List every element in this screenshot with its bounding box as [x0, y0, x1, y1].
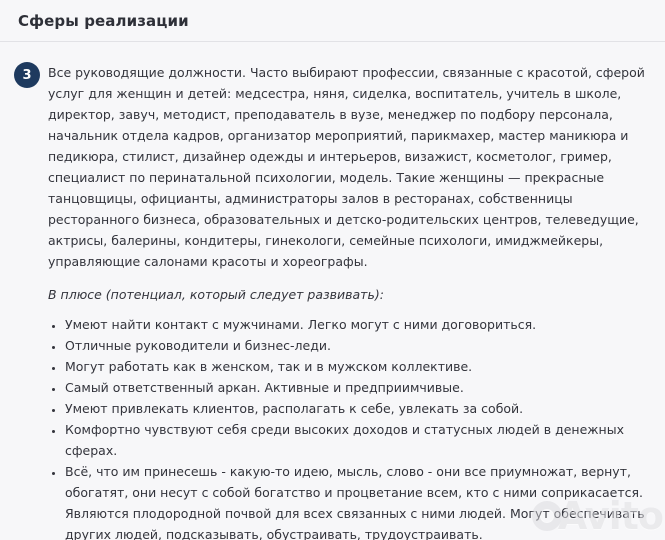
section-subheading: В плюсе (потенциал, который следует разв…: [48, 287, 384, 302]
list-item: Отличные руководители и бизнес-леди.: [65, 335, 649, 356]
list-item: Могут работать как в женском, так и в му…: [65, 356, 649, 377]
bullet-list: Умеют найти контакт с мужчинами. Легко м…: [48, 314, 649, 540]
list-item: Самый ответственный аркан. Активные и пр…: [65, 377, 649, 398]
section-paragraph: Все руководящие должности. Часто выбираю…: [48, 65, 645, 269]
list-item: Умеют привлекать клиентов, располагать к…: [65, 398, 649, 419]
list-item: Комфортно чувствуют себя среди высоких д…: [65, 419, 649, 461]
number-badge: 3: [14, 62, 40, 88]
section-header: Сферы реализации: [0, 0, 665, 42]
content-area: 3 Все руководящие должности. Часто выбир…: [0, 42, 665, 540]
page-title: Сферы реализации: [18, 11, 189, 30]
section-body: Все руководящие должности. Часто выбираю…: [48, 62, 649, 540]
list-item: Умеют найти контакт с мужчинами. Легко м…: [65, 314, 649, 335]
numbered-section: 3 Все руководящие должности. Часто выбир…: [14, 62, 649, 540]
list-item: Всё, что им принесешь - какую-то идею, м…: [65, 461, 649, 540]
